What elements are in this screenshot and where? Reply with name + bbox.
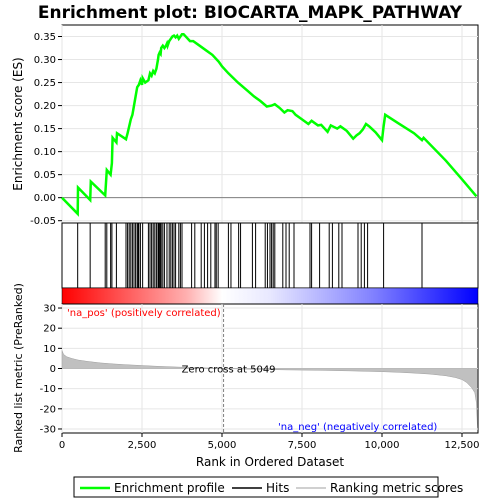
es-panel-frame [61, 24, 479, 224]
metric-y-tick-label: 20 [43, 324, 56, 335]
es-y-tick-label: 0.20 [34, 101, 56, 112]
chart-title: Enrichment plot: BIOCARTA_MAPK_PATHWAY [38, 3, 463, 23]
metric-y-tick-label: -20 [40, 404, 56, 415]
legend-label-enrichment: Enrichment profile [114, 481, 225, 495]
metric-panel: -30 -20 -10 0 10 20 30 Zero cross at 5049 'na_… [12, 283, 479, 453]
hits-panel [61, 222, 479, 289]
legend: Enrichment profile Hits Ranking metric s… [73, 476, 463, 498]
metric-y-axis-label: Ranked list metric (PreRanked) [12, 283, 25, 453]
x-tick-label: 12,500 [445, 440, 480, 451]
metric-y-tick-label: -10 [40, 384, 56, 395]
es-y-axis-label: Enrichment score (ES) [11, 57, 25, 190]
zero-cross-label: Zero cross at 5049 [182, 365, 276, 376]
x-tick-label: 2,500 [128, 440, 157, 451]
rank-color-bar [61, 287, 479, 305]
x-tick-label: 0 [59, 440, 65, 451]
legend-label-hits: Hits [266, 481, 289, 495]
es-y-tick-label: 0.15 [34, 124, 56, 135]
x-tick-label: 10,000 [365, 440, 400, 451]
positive-correlation-label: 'na_pos' (positively correlated) [67, 308, 221, 319]
metric-y-tick-label: -30 [40, 424, 56, 435]
negative-correlation-label: 'na_neg' (negatively correlated) [278, 422, 437, 433]
x-axis-label: Rank in Ordered Dataset [196, 455, 344, 469]
legend-box [73, 476, 439, 498]
x-tick-label: 5,000 [208, 440, 237, 451]
legend-label-metric: Ranking metric scores [330, 481, 463, 495]
ranking-metric-area [61, 350, 478, 428]
es-y-tick-label: -0.05 [30, 216, 56, 227]
metric-y-tick-label: 30 [43, 304, 56, 315]
es-y-tick-label: 0.05 [34, 170, 56, 181]
es-y-tick-label: 0.25 [34, 78, 56, 89]
metric-y-tick-label: 0 [50, 364, 56, 375]
enrichment-profile-line [61, 32, 478, 217]
es-y-tick-label: 0.35 [34, 32, 56, 43]
es-panel: -0.05 0.00 0.05 0.10 0.15 0.20 0.25 0.30 0.35 En… [11, 24, 479, 227]
metric-y-tick-label: 10 [43, 344, 56, 355]
es-y-tick-label: 0.10 [34, 147, 56, 158]
x-tick-label: 7,500 [288, 440, 317, 451]
es-y-tick-label: 0.30 [34, 55, 56, 66]
es-y-tick-label: 0.00 [34, 193, 56, 204]
